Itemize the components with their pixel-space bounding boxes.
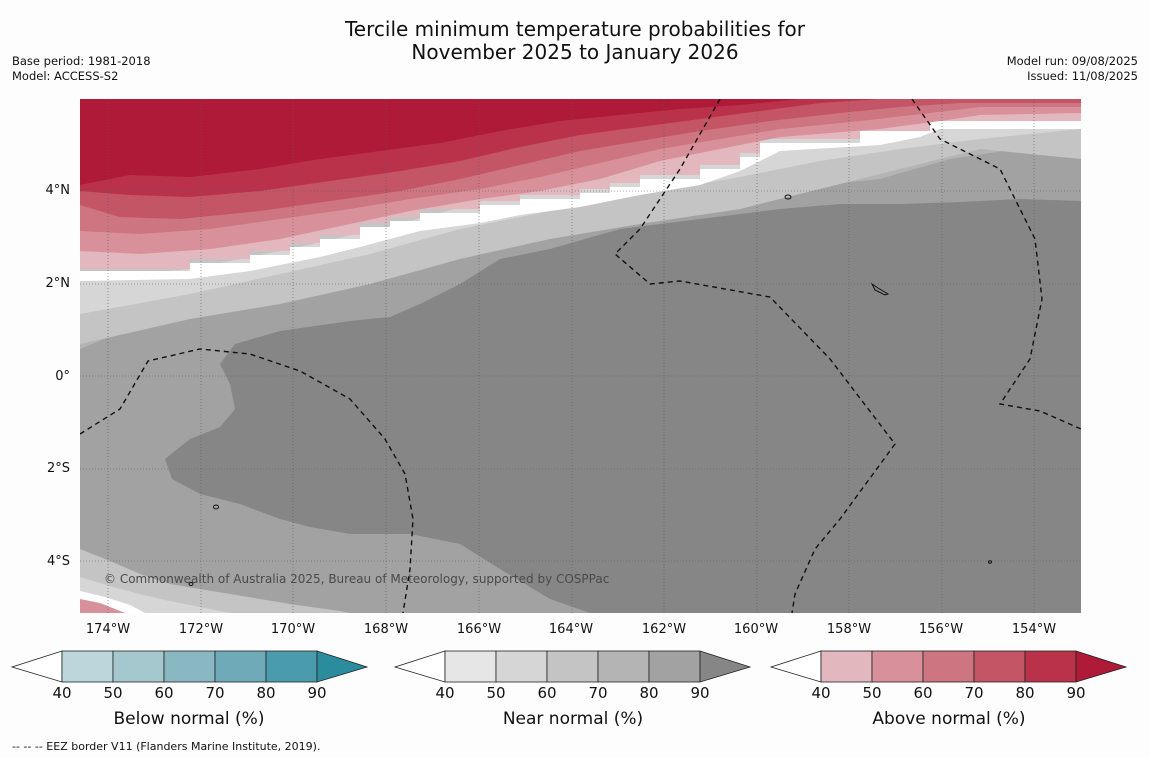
- colorbar-segment: [444, 650, 497, 683]
- colorbar-near-normal: [393, 650, 752, 683]
- lon-label-164w: 164°W: [548, 622, 594, 637]
- colorbar-segment: [1024, 650, 1077, 683]
- lon-label-162w: 162°W: [641, 622, 687, 637]
- lon-label-168w: 168°W: [363, 622, 409, 637]
- near-tick-40: 40: [435, 684, 455, 702]
- model-text: Model: ACCESS-S2: [12, 69, 119, 83]
- white-gap-north: [80, 113, 1081, 281]
- eez-footnote: -- -- -- EEZ border V11 (Flanders Marine…: [12, 740, 321, 753]
- near-normal-90-area: [165, 199, 1081, 613]
- colorbar-segment: [871, 650, 924, 683]
- meta-left: Base period: 1981-2018 Model: ACCESS-S2: [12, 54, 151, 84]
- above-normal-90-band: [80, 99, 800, 185]
- colorbar-below-max-arrow: [316, 650, 369, 683]
- lon-label-154w: 154°W: [1011, 622, 1057, 637]
- lat-label-4s: 4°S: [46, 554, 70, 569]
- gridlines: [80, 99, 1081, 613]
- below-tick-90: 90: [307, 684, 327, 702]
- colorbar-segment: [265, 650, 318, 683]
- probability-map: [80, 99, 1081, 613]
- lat-label-4n: 4°N: [45, 183, 71, 198]
- lon-label-166w: 166°W: [456, 622, 502, 637]
- near-tick-80: 80: [639, 684, 659, 702]
- islands: [188, 194, 992, 586]
- colorbar-segment: [495, 650, 548, 683]
- near-tick-90: 90: [690, 684, 710, 702]
- lon-label-170w: 170°W: [270, 622, 316, 637]
- near-tick-60: 60: [537, 684, 557, 702]
- model-run-text: Model run: 09/08/2025: [1006, 54, 1138, 68]
- colorbar-segment: [163, 650, 216, 683]
- lat-label-2s: 2°S: [46, 461, 70, 476]
- near-normal-label: Near normal (%): [502, 709, 644, 729]
- title-line-1: Tercile minimum temperature probabilitie…: [344, 17, 806, 41]
- above-tick-60: 60: [913, 684, 933, 702]
- colorbar-segment: [214, 650, 267, 683]
- lat-label-2n: 2°N: [45, 276, 71, 291]
- colorbar-above-max-arrow: [1075, 650, 1128, 683]
- above-tick-50: 50: [862, 684, 882, 702]
- colorbar-segment: [820, 650, 873, 683]
- title-line-2: November 2025 to January 2026: [411, 40, 739, 64]
- below-normal-label: Below normal (%): [113, 709, 265, 729]
- lon-label-172w: 172°W: [178, 622, 224, 637]
- below-tick-50: 50: [103, 684, 123, 702]
- eez-borders: [80, 99, 1081, 613]
- issued-text: Issued: 11/08/2025: [1027, 69, 1138, 83]
- below-tick-40: 40: [52, 684, 72, 702]
- lon-label-156w: 156°W: [918, 622, 964, 637]
- colorbar-segment: [546, 650, 599, 683]
- above-tick-90: 90: [1066, 684, 1086, 702]
- colorbar-segment: [61, 650, 114, 683]
- base-period-text: Base period: 1981-2018: [12, 54, 151, 68]
- above-tick-40: 40: [811, 684, 831, 702]
- colorbar-segment: [648, 650, 701, 683]
- colorbar-segment: [973, 650, 1026, 683]
- below-tick-80: 80: [256, 684, 276, 702]
- lat-label-0: 0°: [55, 369, 70, 384]
- near-normal-60-north: [80, 107, 1081, 344]
- above-tick-70: 70: [964, 684, 984, 702]
- colorbar-segment: [597, 650, 650, 683]
- colorbar-above-normal: [769, 650, 1128, 683]
- map-title: Tercile minimum temperature probabilitie…: [0, 18, 1150, 64]
- above-normal-50-south: [80, 599, 125, 613]
- above-normal-label: Above normal (%): [872, 709, 1026, 729]
- lon-label-174w: 174°W: [85, 622, 131, 637]
- colorbar-segment: [112, 650, 165, 683]
- near-tick-50: 50: [486, 684, 506, 702]
- lon-label-160w: 160°W: [733, 622, 779, 637]
- copyright-text: © Commonwealth of Australia 2025, Bureau…: [104, 572, 610, 586]
- above-tick-80: 80: [1015, 684, 1035, 702]
- lon-label-158w: 158°W: [826, 622, 872, 637]
- below-tick-70: 70: [205, 684, 225, 702]
- below-tick-60: 60: [154, 684, 174, 702]
- near-normal-50-north: [80, 107, 1081, 314]
- meta-right: Model run: 09/08/2025 Issued: 11/08/2025: [1007, 54, 1138, 84]
- colorbar-near-max-arrow: [699, 650, 752, 683]
- colorbar-segment: [922, 650, 975, 683]
- colorbar-below-normal: [10, 650, 369, 683]
- map-canvas: [80, 99, 1081, 613]
- near-tick-70: 70: [588, 684, 608, 702]
